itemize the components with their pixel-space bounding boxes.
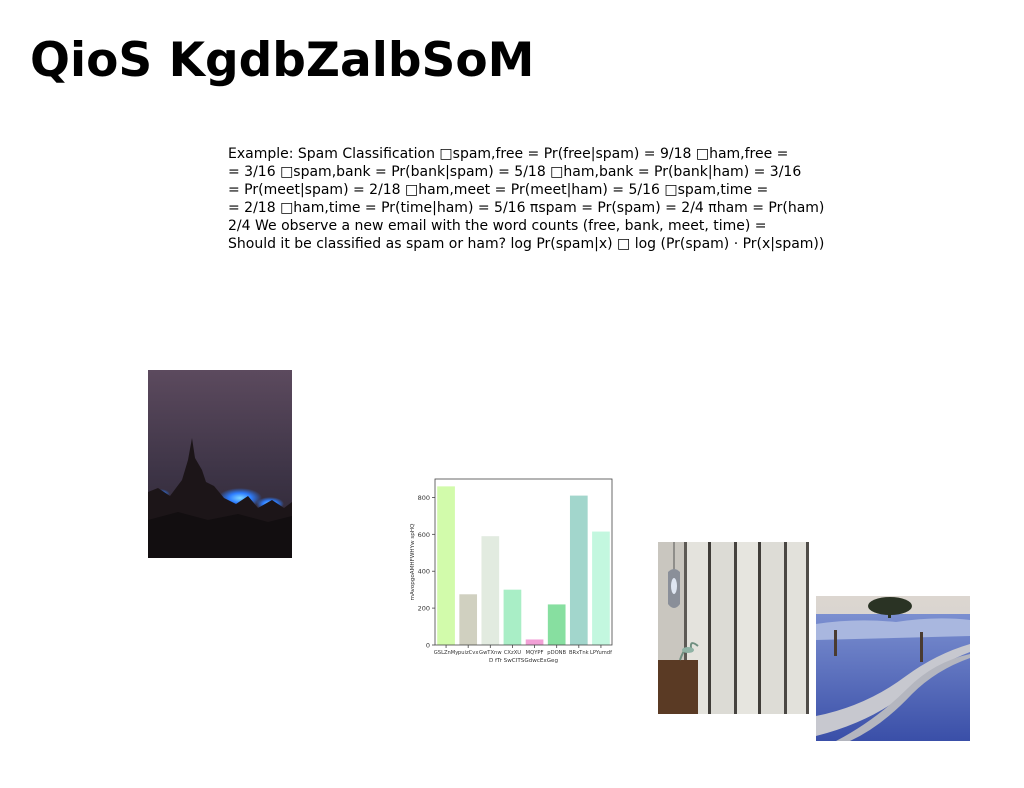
chart-x-tick-label: GSLZnMy	[434, 650, 459, 656]
chart-x-tick-label: LPYumdf	[590, 650, 612, 656]
chart-x-tick-label: CXzXU	[504, 650, 521, 656]
mountain-photo	[148, 370, 292, 558]
bar-chart: 0 200 400 600 800 GSLZnMy puizCvx GwTXnw CXzXU MQ…	[405, 472, 617, 667]
chart-x-tick-label: GwTXnw	[479, 650, 502, 656]
chart-y-tick-label: 400	[418, 568, 430, 576]
body-line: Should it be classified as spam or ham? …	[228, 236, 825, 252]
chart-plot-frame	[434, 478, 613, 646]
body-line: 2/4 We observe a new email with the word…	[228, 218, 767, 234]
body-line: = 3/16 □spam,bank = Pr(bank|spam) = 5/18…	[228, 164, 802, 180]
chart-bar	[547, 604, 566, 645]
chart-y-axis-label: mAvopgoAMHFWHYw spHQ	[410, 523, 416, 600]
slide-body-text: Example: Spam Classification □spam,free …	[228, 145, 828, 253]
chart-y-tick-label: 800	[418, 494, 430, 502]
chart-y-tick-label: 200	[418, 605, 430, 613]
chart-x-tick-label: pDONB	[547, 650, 566, 656]
chart-bar	[503, 589, 522, 645]
body-line: = 2/18 □ham,time = Pr(time|ham) = 5/16 π…	[228, 200, 825, 216]
chart-x-axis-label: D fTr SwCITSGdwcExGeg	[489, 658, 559, 664]
chart-bar	[437, 486, 455, 645]
chart-bar	[592, 531, 610, 645]
body-line: Example: Spam Classification □spam,free …	[228, 146, 789, 162]
door-photo	[658, 542, 809, 714]
chart-y-tick-label: 0	[426, 642, 430, 650]
chart-y-tick-label: 600	[418, 531, 430, 539]
chart-bar	[525, 639, 544, 645]
chart-bar	[459, 594, 478, 645]
chart-bar	[481, 536, 500, 645]
body-line: = Pr(meet|spam) = 2/18 □ham,meet = Pr(me…	[228, 182, 769, 198]
road-photo	[816, 596, 970, 741]
chart-x-tick-label: BRxTnk	[569, 650, 589, 656]
chart-x-tick-label: MQYPF	[526, 650, 544, 656]
chart-bar	[569, 495, 588, 645]
chart-x-tick-label: puizCvx	[458, 650, 479, 656]
slide-title: QioS KgdbZalbSoM	[30, 33, 535, 88]
